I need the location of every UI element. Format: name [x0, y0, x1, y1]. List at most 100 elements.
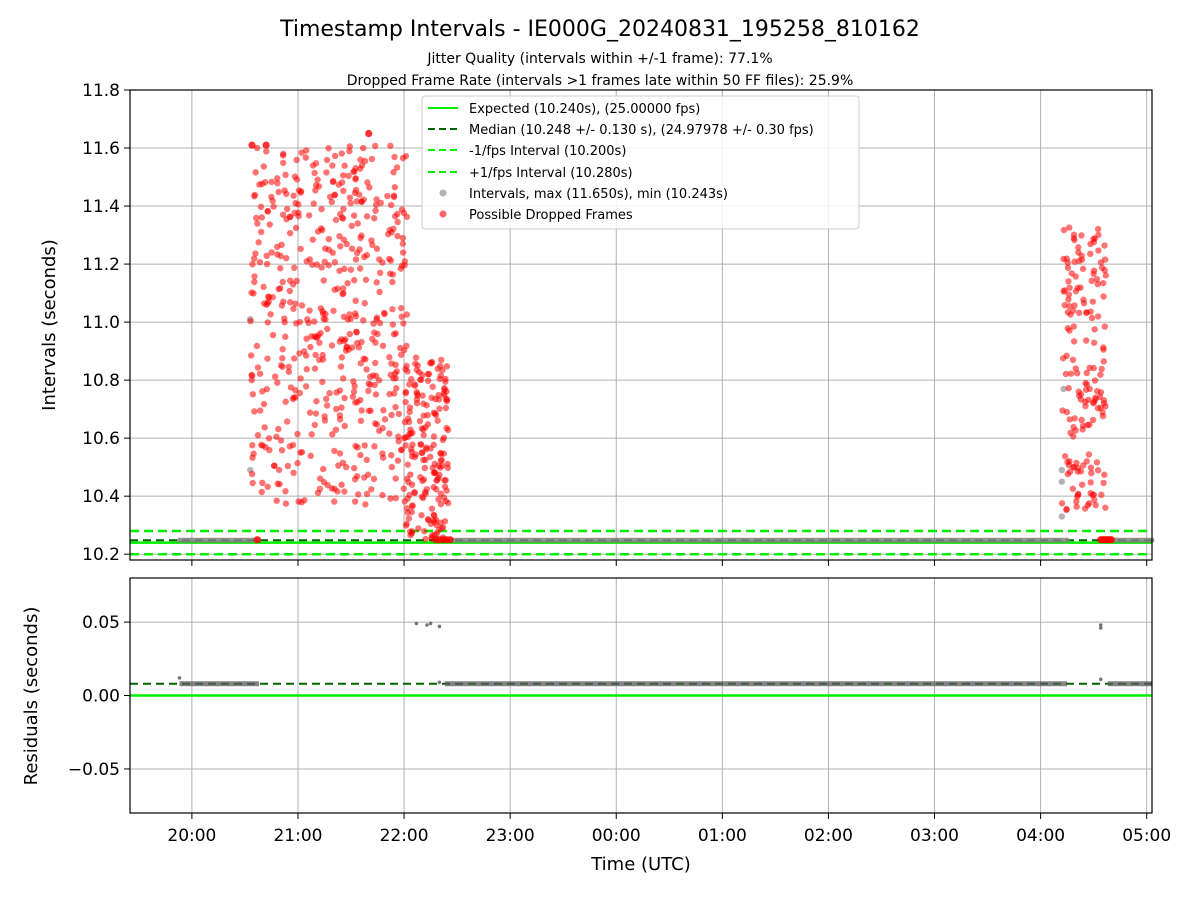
dropped-frame-point [319, 351, 326, 359]
intervals-x-ticks [191, 560, 1148, 566]
dropped-frame-point [394, 457, 402, 464]
dropped-frame-point [310, 200, 317, 207]
dropped-frame-point [387, 201, 395, 209]
dropped-frame-point [322, 395, 330, 403]
dropped-frame-point [362, 501, 369, 508]
legend-entry-intervals: Intervals, max (11.650s), min (10.243s) [469, 187, 728, 202]
dropped-frame-point [1066, 468, 1074, 475]
dropped-frame-point [263, 148, 270, 155]
dropped-frame-point [249, 479, 256, 487]
dropped-frame-point [422, 424, 429, 431]
x-axis-label: Time (UTC) [590, 854, 691, 875]
dropped-frame-point [280, 298, 287, 305]
dropped-frame-point [391, 153, 398, 161]
dropped-frame-point [318, 205, 325, 213]
dropped-frame-point [247, 352, 255, 359]
dropped-frame-point [422, 535, 429, 543]
dropped-frame-point [403, 311, 411, 318]
dropped-frame-point [1073, 498, 1080, 505]
dropped-frame-point [1064, 325, 1071, 332]
dropped-frame-point [1074, 491, 1082, 498]
dropped-frame-point [277, 437, 285, 444]
dropped-frame-point [293, 156, 300, 164]
intervals-normal-point [1058, 466, 1066, 474]
dropped-frame-point [392, 475, 399, 482]
dropped-frame-point [1086, 500, 1093, 507]
dropped-frame-point [309, 162, 317, 169]
dropped-frame-point [285, 363, 292, 371]
dropped-frame-point [372, 207, 379, 214]
dropped-frame-point [440, 434, 448, 441]
dropped-frame-point [336, 387, 344, 394]
dropped-frame-point [1064, 458, 1071, 466]
dropped-frame-point [360, 196, 367, 203]
dropped-frame-point [435, 474, 442, 482]
dropped-frame-point [291, 264, 298, 271]
dropped-frame-point [429, 383, 436, 390]
dropped-frame-point [282, 333, 289, 340]
dropped-frame-point [292, 199, 299, 207]
dropped-frame-point [306, 307, 313, 314]
dropped-frame-point [1087, 479, 1094, 486]
legend-box [421, 95, 860, 230]
intervals-y-tick-label: 11.6 [82, 139, 120, 159]
dropped-frame-point [404, 368, 411, 375]
dropped-frame-point [265, 298, 272, 305]
dropped-frame-point [263, 252, 270, 260]
dropped-frame-point [341, 265, 348, 273]
dropped-frame-point [352, 399, 359, 406]
dropped-frame-point [256, 370, 264, 377]
dropped-frame-point [406, 430, 413, 438]
dropped-frame-point [387, 257, 395, 264]
intervals-y-axis: 10.2 10.4 10.6 10.8 11.0 11.2 11.4 11.6 11.8 [82, 81, 130, 565]
dropped-frame-point [405, 418, 413, 426]
dropped-frame-point [394, 210, 401, 218]
dropped-frame-point [1082, 398, 1089, 405]
dropped-frame-point [1090, 267, 1098, 274]
dropped-frame-point [1072, 288, 1080, 295]
dropped-frame-point [287, 384, 295, 391]
dropped-frame-point [424, 370, 432, 378]
intervals-y-tick-label: 10.8 [82, 371, 120, 391]
dropped-frame-point [283, 205, 291, 213]
dropped-frame-point [1065, 278, 1072, 285]
dropped-frame-point [275, 285, 282, 293]
dropped-frame-point [312, 410, 320, 417]
legend: Expected (10.240s), (25.00000 fps) Media… [421, 95, 860, 230]
dropped-frame-point [404, 461, 411, 468]
dropped-frame-point [311, 318, 318, 325]
dropped-frame-point [414, 362, 421, 369]
dropped-frame-point [1094, 313, 1102, 320]
dropped-frame-point [386, 270, 394, 277]
dropped-frame-point [1088, 314, 1096, 322]
dropped-frame-point [355, 491, 362, 498]
dropped-frame-point [373, 421, 381, 428]
dropped-frame-point [398, 206, 406, 213]
dropped-frame-point [1059, 355, 1067, 362]
dropped-frame-point [287, 213, 294, 221]
dropped-frame-point [424, 377, 432, 384]
dropped-frame-point [428, 360, 435, 367]
intervals-plot-frame [129, 89, 1153, 561]
dropped-frame-point [290, 305, 297, 312]
dropped-frame-point [1101, 242, 1108, 249]
dropped-frame-point [1070, 338, 1078, 345]
dropped-frame-point [423, 402, 430, 409]
dropped-frame-point [379, 259, 386, 266]
dropped-frame-point [250, 255, 258, 262]
dropped-frame-point [249, 442, 256, 449]
dropped-frame-point [273, 243, 281, 251]
dropped-frame-point [271, 373, 279, 380]
dropped-frame-point [437, 450, 444, 457]
dropped-frame-point [290, 192, 297, 199]
dropped-frame-point [331, 191, 339, 198]
dropped-frame-point [283, 418, 291, 425]
dropped-frame-point [430, 441, 438, 449]
residual-point [1098, 623, 1103, 627]
dropped-frame-point [412, 354, 420, 361]
dropped-frame-point [303, 366, 310, 373]
dropped-frame-point [1085, 451, 1093, 458]
dropped-frame-point [352, 256, 360, 263]
dropped-frame-point [270, 203, 277, 210]
dropped-frame-point [1096, 393, 1104, 401]
